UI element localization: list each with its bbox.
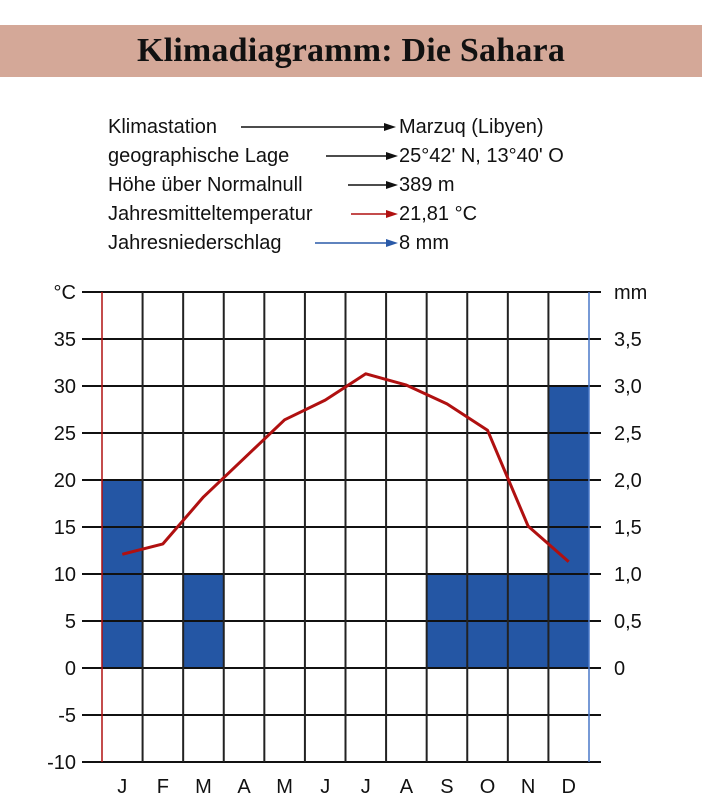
- axis-labels: °C 35 30 25 20 15 10 5 0 -5 -10 mm 3,5 3,0 2,5 2,0 1,5 1,…: [47, 282, 647, 798]
- info-value: 8 mm: [399, 232, 449, 254]
- info-label: Klimastation: [108, 116, 217, 138]
- arrow-right-icon: [241, 123, 396, 131]
- month-label: J: [361, 776, 371, 798]
- left-axis-tick: 20: [54, 470, 76, 492]
- left-axis-tick: -5: [58, 705, 76, 727]
- month-label: F: [157, 776, 169, 798]
- left-axis-tick: 0: [65, 658, 76, 680]
- right-axis-tick: 1,0: [614, 564, 642, 586]
- right-axis-tick: 1,5: [614, 517, 642, 539]
- right-axis-tick: 3,0: [614, 376, 642, 398]
- chart-axes: [101, 292, 590, 762]
- arrow-right-icon: [351, 210, 398, 218]
- month-label: D: [561, 776, 575, 798]
- right-axis-tick: 0: [614, 658, 625, 680]
- month-label: N: [521, 776, 535, 798]
- month-label: A: [237, 776, 251, 798]
- left-axis-tick: 15: [54, 517, 76, 539]
- month-label: M: [276, 776, 293, 798]
- month-label: J: [320, 776, 330, 798]
- info-value: 389 m: [399, 174, 455, 196]
- left-axis-tick: 10: [54, 564, 76, 586]
- left-axis-tick: 30: [54, 376, 76, 398]
- left-axis-tick: 25: [54, 423, 76, 445]
- info-label: Höhe über Normalnull: [108, 174, 303, 196]
- left-axis-tick: 5: [65, 611, 76, 633]
- month-label: M: [195, 776, 212, 798]
- month-label: O: [480, 776, 496, 798]
- title-band: Klimadiagramm: Die Sahara: [0, 25, 702, 77]
- left-axis-tick: -10: [47, 752, 76, 774]
- arrow-right-icon: [326, 152, 398, 160]
- temperature-line: [121, 372, 570, 563]
- page-title: Klimadiagramm: Die Sahara: [136, 32, 566, 69]
- right-axis-tick: 2,0: [614, 470, 642, 492]
- month-label: A: [400, 776, 414, 798]
- chart-grid: [82, 291, 601, 763]
- left-axis-unit: °C: [54, 282, 76, 304]
- month-label: S: [440, 776, 453, 798]
- info-value: 21,81 °C: [399, 203, 478, 225]
- info-label: Jahresniederschlag: [108, 232, 282, 254]
- right-axis-tick: 2,5: [614, 423, 642, 445]
- right-axis-tick: 0,5: [614, 611, 642, 633]
- info-label: geographische Lage: [108, 145, 290, 167]
- info-value: 25°42' N, 13°40' O: [399, 145, 564, 167]
- right-axis-unit: mm: [614, 282, 647, 304]
- month-label: J: [117, 776, 127, 798]
- left-axis-tick: 35: [54, 329, 76, 351]
- right-axis-tick: 3,5: [614, 329, 642, 351]
- info-value: Marzuq (Libyen): [399, 116, 544, 138]
- arrow-right-icon: [348, 181, 398, 189]
- arrow-right-icon: [315, 239, 398, 247]
- info-label: Jahresmitteltemperatur: [108, 203, 313, 225]
